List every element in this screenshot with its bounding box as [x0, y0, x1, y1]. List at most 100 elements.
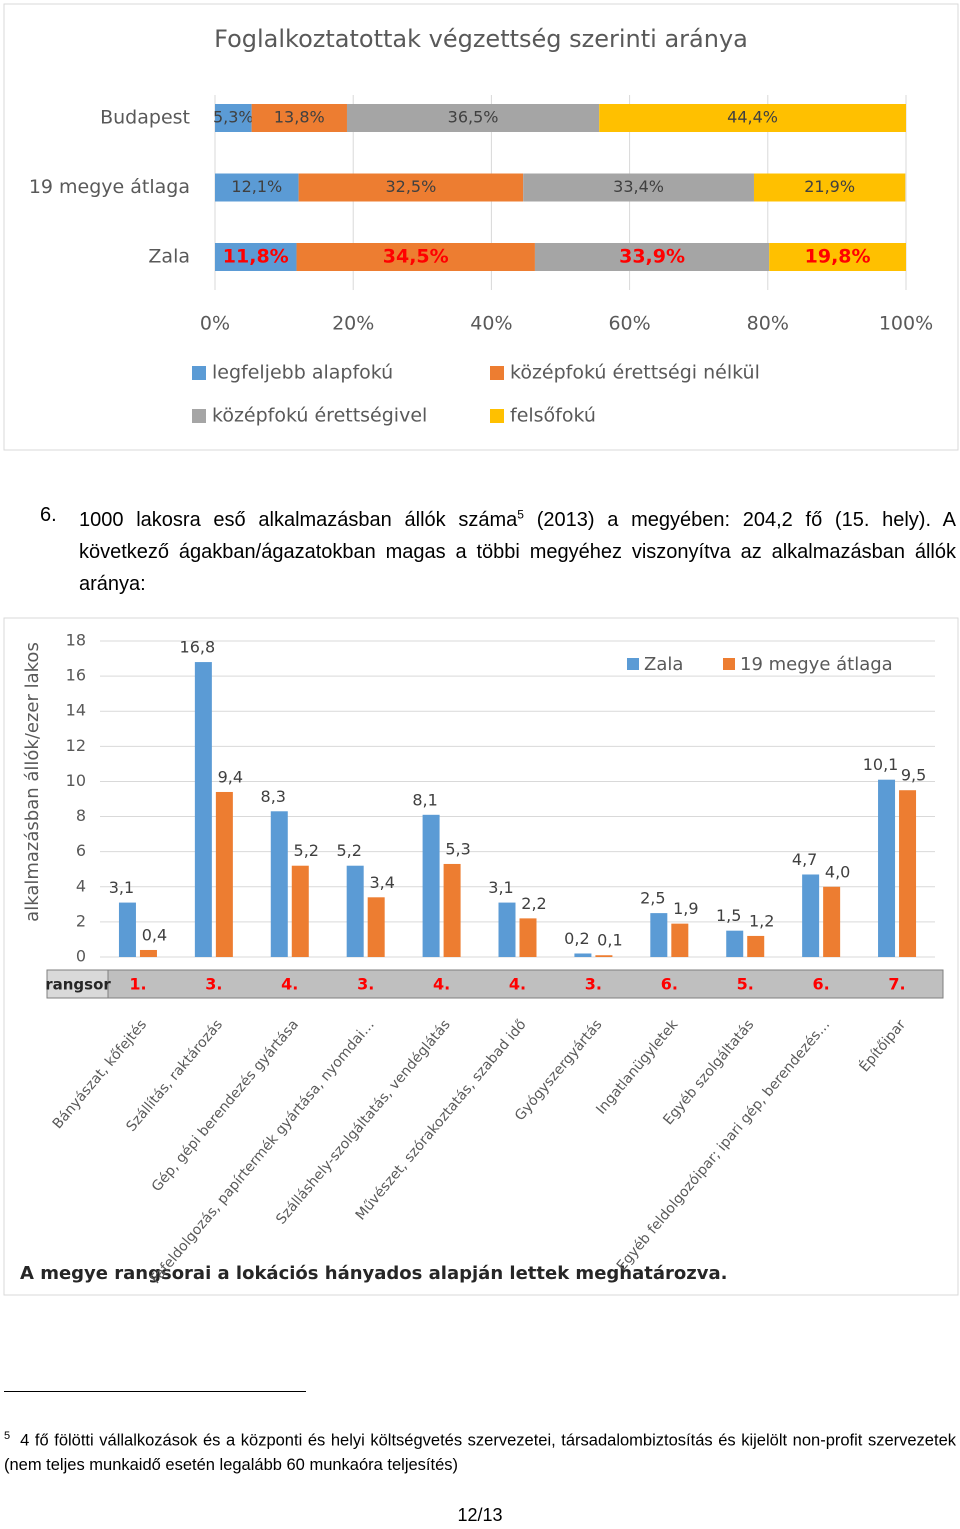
rank: 3.: [585, 975, 602, 994]
data-label: 2,5: [640, 889, 665, 908]
bar: [747, 935, 765, 957]
bar: [367, 897, 385, 957]
x-tick-label: 20%: [332, 313, 374, 335]
rank-header: [46, 969, 109, 999]
data-label: 36,5%: [448, 108, 499, 127]
bar: [215, 791, 233, 957]
data-label: 2,2: [521, 894, 546, 913]
paragraph: 1000 lakosra eső alkalmazásban állók szá…: [79, 504, 956, 600]
legend-swatch: [723, 658, 735, 670]
bar-segment: [769, 243, 906, 271]
bar-segment: [215, 104, 252, 132]
data-label: 44,4%: [727, 108, 778, 127]
bar-segment: [599, 104, 906, 132]
rank: 3.: [205, 975, 222, 994]
data-label: 19,8%: [805, 246, 871, 268]
rank: 4.: [509, 975, 526, 994]
footnote-text: 4 fő fölötti vállalkozások és a központi…: [4, 1431, 956, 1474]
item-number: 6.: [40, 504, 57, 526]
bar: [878, 779, 896, 957]
rank: 5.: [737, 975, 754, 994]
x-tick-label: 60%: [608, 313, 650, 335]
data-label: 3,1: [488, 878, 513, 897]
bar: [118, 902, 136, 957]
legend-swatch: [627, 658, 639, 670]
bar-segment: [534, 243, 770, 271]
x-tick-label: 0%: [200, 313, 230, 335]
chart-title: Foglalkoztatottak végzettség szerinti ar…: [214, 25, 748, 53]
y-tick-label: 10: [66, 771, 86, 790]
bar: [671, 923, 689, 957]
data-label: 8,3: [261, 787, 286, 806]
data-label: 9,4: [218, 767, 243, 786]
data-label: 9,5: [901, 766, 926, 785]
data-label: 11,8%: [223, 246, 289, 268]
data-label: 10,1: [863, 755, 899, 774]
data-label: 3,4: [369, 873, 394, 892]
data-label: 16,8: [180, 638, 216, 657]
legend-label: 19 megye átlaga: [740, 654, 893, 675]
footnote-marker: 5: [4, 1430, 11, 1442]
data-label: 1,5: [716, 906, 741, 925]
data-label: 12,1%: [231, 177, 282, 196]
data-label: 3,1: [109, 878, 134, 897]
data-label: 8,1: [412, 790, 437, 809]
y-tick-label: 14: [66, 701, 86, 720]
data-label: 4,0: [825, 862, 850, 881]
y-tick-label: 18: [66, 631, 86, 650]
data-label: 5,3: [445, 839, 470, 858]
data-label: 1,2: [749, 911, 774, 930]
legend-swatch: [192, 366, 206, 380]
y-tick-label: Budapest: [100, 107, 190, 129]
text: (2013) a megyében: 204,2 fő (15. hely). …: [79, 509, 956, 595]
rank: 4.: [281, 975, 298, 994]
rank: 4.: [433, 975, 450, 994]
legend-label: felsőfokú: [510, 405, 596, 427]
bar-segment: [753, 173, 906, 202]
bar: [291, 865, 309, 957]
bar: [443, 863, 461, 957]
chart-frame: [3, 3, 959, 451]
data-label: 13,8%: [274, 108, 325, 127]
y-tick-label: 8: [76, 806, 86, 825]
legend-label: középfokú érettségivel: [212, 405, 427, 427]
legend-swatch: [490, 366, 504, 380]
y-axis-title: alkalmazásban állók/ezer lakos: [22, 642, 43, 922]
bar: [346, 865, 364, 957]
y-tick-label: 12: [66, 736, 86, 755]
bar: [422, 814, 440, 957]
data-label: 21,9%: [804, 177, 855, 196]
y-tick-label: 2: [76, 911, 86, 930]
x-tick-label: 100%: [879, 313, 933, 335]
rank-row: [46, 969, 944, 999]
x-tick-label: 80%: [747, 313, 789, 335]
y-tick-label: Zala: [148, 246, 190, 268]
legend-swatch: [490, 409, 504, 423]
y-tick-label: 0: [76, 947, 86, 966]
data-label: 0,2: [564, 929, 589, 948]
bar-segment: [523, 173, 754, 202]
bar: [270, 811, 288, 957]
bar: [519, 918, 537, 957]
bar: [574, 953, 592, 957]
data-label: 5,2: [294, 841, 319, 860]
data-label: 4,7: [792, 850, 817, 869]
bar-segment: [215, 243, 297, 271]
chart-note: A megye rangsorai a lokációs hányados al…: [20, 1263, 727, 1284]
data-label: 5,2: [336, 841, 361, 860]
legend-label: középfokú érettségi nélkül: [510, 362, 760, 384]
y-tick-label: 6: [76, 841, 86, 860]
page-number: 12/13: [457, 1505, 503, 1525]
legend-label: Zala: [644, 654, 683, 675]
rank: 3.: [357, 975, 374, 994]
bar: [802, 874, 820, 957]
data-label: 0,1: [597, 931, 622, 950]
text: 1000 lakosra eső alkalmazásban állók szá…: [79, 509, 518, 531]
bar: [899, 790, 917, 957]
y-tick-label: 16: [66, 666, 86, 685]
data-label: 33,4%: [613, 177, 664, 196]
y-tick-label: 4: [76, 876, 86, 895]
bar: [194, 662, 212, 957]
